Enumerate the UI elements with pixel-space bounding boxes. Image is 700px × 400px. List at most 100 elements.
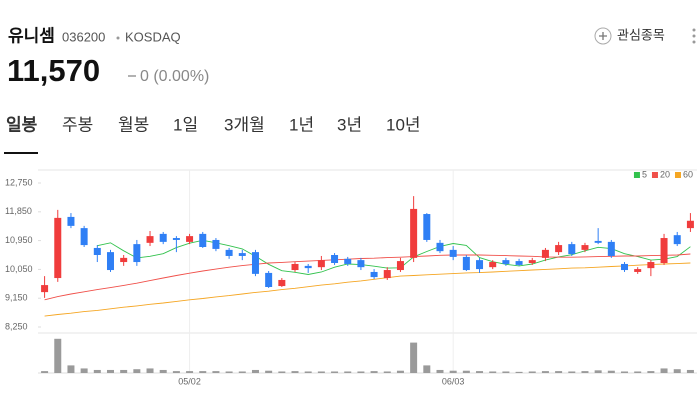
stock-name: 유니셈 xyxy=(8,26,55,45)
candle-body xyxy=(146,236,154,243)
volume-bar xyxy=(410,342,418,373)
candle-body xyxy=(541,249,549,258)
candle-body xyxy=(489,262,497,268)
volume-bar xyxy=(594,370,602,373)
volume-bar xyxy=(396,370,404,373)
x-tick-label: 06/03 xyxy=(442,376,465,386)
candle-body xyxy=(647,262,655,269)
volume-bar xyxy=(502,371,510,373)
volume-bar xyxy=(331,371,339,373)
candle-body xyxy=(383,270,391,279)
volume-bar xyxy=(304,371,312,373)
candle-body xyxy=(159,233,167,242)
candle-body xyxy=(225,249,233,256)
x-tick-label: 05/02 xyxy=(178,376,201,386)
tab[interactable]: 주봉 xyxy=(62,115,93,134)
candle-body xyxy=(133,244,141,263)
volume-bar xyxy=(568,371,576,373)
volume-bar xyxy=(436,369,444,373)
candle-body xyxy=(199,233,207,247)
volume-bar xyxy=(344,371,352,373)
volume-bar xyxy=(199,371,207,373)
candle-body xyxy=(436,242,444,252)
volume-bar xyxy=(528,371,536,373)
volume-bar xyxy=(291,371,299,373)
candle-body xyxy=(54,217,62,279)
legend-label: 20 xyxy=(660,169,670,179)
volume-bar xyxy=(673,369,681,373)
plus-icon xyxy=(594,27,612,45)
volume-bar xyxy=(225,371,233,373)
candle-body xyxy=(186,236,194,242)
volume-bar xyxy=(423,365,431,373)
ma-line xyxy=(44,262,691,317)
volume-bar xyxy=(370,371,378,373)
candle-body xyxy=(331,255,339,263)
candle-body xyxy=(476,260,484,270)
candle-body xyxy=(686,220,694,229)
volume-bar xyxy=(106,369,114,373)
tab[interactable]: 3개월 xyxy=(224,115,265,134)
volume-bar xyxy=(41,371,49,373)
volume-bar xyxy=(67,365,75,373)
plus-sign xyxy=(599,32,607,40)
tab[interactable]: 1일 xyxy=(173,115,198,134)
candle-body xyxy=(344,258,352,264)
tab[interactable]: 월봉 xyxy=(118,115,149,134)
volume-bar xyxy=(357,371,365,373)
ma-line xyxy=(44,253,691,301)
candle-body xyxy=(410,208,418,258)
ma-line xyxy=(97,239,691,275)
y-tick-label: 9,150 xyxy=(5,293,28,303)
tab[interactable]: 일봉 xyxy=(6,115,38,134)
volume-bar xyxy=(120,369,128,373)
volume-bar xyxy=(660,368,668,373)
volume-bar xyxy=(159,369,167,373)
candle-body xyxy=(41,285,49,293)
price: 11,570 xyxy=(7,53,100,88)
separator xyxy=(116,36,120,40)
volume-bar xyxy=(278,371,286,373)
volume-bar xyxy=(212,371,220,373)
volume-bar xyxy=(449,370,457,373)
candle-body xyxy=(621,263,629,271)
candle-body xyxy=(80,228,88,246)
tab[interactable]: 3년 xyxy=(337,115,362,134)
volume-bar xyxy=(686,369,694,373)
tabs: 일봉 주봉 월봉 1일 3개월 1년 3년 10년 xyxy=(6,115,421,134)
candle-body xyxy=(462,256,470,271)
candle-body xyxy=(304,265,312,269)
volume-bar xyxy=(317,371,325,373)
candle-body xyxy=(212,239,220,249)
candle-body xyxy=(660,238,668,263)
candle-body xyxy=(581,245,589,250)
candle-body xyxy=(106,252,114,271)
y-tick-label: 8,250 xyxy=(5,321,28,331)
volume-bar xyxy=(607,370,615,373)
candle-body xyxy=(449,249,457,257)
watch-label: 관심종목 xyxy=(617,27,665,42)
candle-body xyxy=(120,257,128,263)
watch-button[interactable]: 관심종목 xyxy=(594,27,665,45)
tab[interactable]: 10년 xyxy=(386,115,421,134)
volume-bar xyxy=(581,371,589,373)
candle-body xyxy=(67,216,75,226)
candle-body xyxy=(93,247,101,255)
candle-body xyxy=(357,260,365,268)
candle-body xyxy=(370,271,378,278)
candle-body xyxy=(278,279,286,287)
volume-bar xyxy=(146,368,154,373)
volume-bar xyxy=(634,371,642,373)
volume-bar xyxy=(238,371,246,373)
volume-bar xyxy=(621,371,629,373)
legend-swatch xyxy=(651,172,658,178)
candle-body xyxy=(568,244,576,255)
candle-body xyxy=(502,260,510,264)
tab[interactable]: 1년 xyxy=(289,115,314,134)
y-tick-label: 12,750 xyxy=(5,177,33,187)
volume-bar xyxy=(489,371,497,373)
candle-body xyxy=(423,214,431,240)
legend-swatch xyxy=(633,172,640,178)
volume-bar xyxy=(383,371,391,373)
more-icon[interactable] xyxy=(692,28,696,44)
